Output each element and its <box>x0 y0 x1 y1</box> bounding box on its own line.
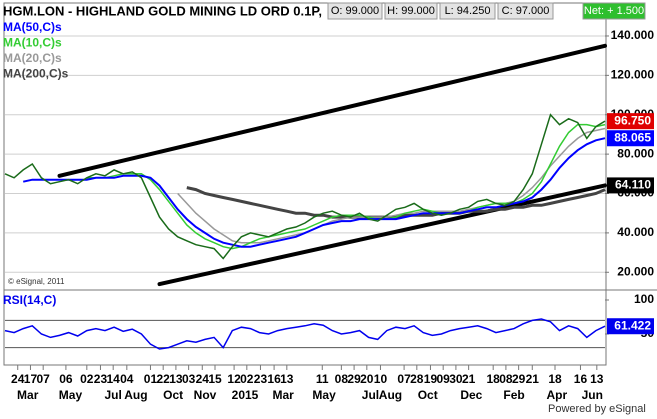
x-tick-label: 12 <box>227 372 241 386</box>
x-tick-label: 06 <box>59 372 73 386</box>
quote-box <box>497 2 554 20</box>
x-tick-label: 10 <box>374 372 388 386</box>
trendline <box>157 183 607 287</box>
x-tick-label: 23 <box>254 372 268 386</box>
quote-text: C: 97.000 <box>502 5 550 17</box>
x-tick-label: 11 <box>316 372 329 386</box>
x-tick-label: 18 <box>487 372 501 386</box>
legend-entry: MA(10,C)s <box>3 36 62 50</box>
value-label-box <box>607 177 654 194</box>
trendline <box>57 43 607 178</box>
x-tick-label: 24 <box>196 372 210 386</box>
panel-title: RSI(14,C) <box>3 293 56 307</box>
y-tick-label: 40.000 <box>617 225 654 239</box>
x-tick-label: 13 <box>280 372 294 386</box>
x-tick-label: 30 <box>449 372 463 386</box>
x-month-label: Jun <box>582 388 603 402</box>
quote-box <box>327 2 383 20</box>
y-tick-label: 120.000 <box>611 68 655 82</box>
x-month-label: Dec <box>460 388 482 402</box>
x-tick-label: 18 <box>548 372 562 386</box>
x-tick-label: 08 <box>499 372 513 386</box>
x-month-label: 2015 <box>232 388 259 402</box>
value-label: 64.110 <box>615 178 651 192</box>
x-tick-label: 16 <box>574 372 588 386</box>
value-label: 61.422 <box>614 318 651 332</box>
value-label-box <box>607 113 654 130</box>
x-tick-label: 19 <box>424 372 438 386</box>
watermark: © eSignal, 2011 <box>8 277 65 286</box>
x-tick-label: 16 <box>267 372 281 386</box>
x-tick-label: 15 <box>208 372 222 386</box>
x-month-label: Nov <box>194 388 217 402</box>
value-label: 88.065 <box>614 130 651 144</box>
x-month-label: Jul <box>362 388 379 402</box>
footer: Powered by eSignal <box>548 403 646 415</box>
x-tick-label: 28 <box>410 372 424 386</box>
quote-box <box>582 2 646 20</box>
x-month-label: May <box>59 388 83 402</box>
value-label-box <box>607 130 654 147</box>
series-line <box>4 318 606 350</box>
x-tick-label: 23 <box>94 372 108 386</box>
x-tick-label: 22 <box>157 372 171 386</box>
quote-text: H: 99.000 <box>387 5 435 17</box>
x-tick-label: 20 <box>360 372 374 386</box>
legend-entry: MA(200,C)s <box>3 67 69 81</box>
x-month-label: Mar <box>17 388 39 402</box>
quote-text: Net: + 1.500 <box>584 5 644 17</box>
x-tick-label: 24 <box>11 372 25 386</box>
x-tick-label: 02 <box>80 372 94 386</box>
x-tick-label: 09 <box>437 372 451 386</box>
x-tick-label: 03 <box>182 372 196 386</box>
x-tick-label: 14 <box>107 372 121 386</box>
x-month-label: Mar <box>273 388 295 402</box>
x-tick-label: 29 <box>512 372 526 386</box>
x-tick-label: 07 <box>397 372 411 386</box>
value-label-box <box>607 318 654 335</box>
quote-text: O: 99.000 <box>331 5 379 17</box>
x-month-label: Aug <box>379 388 402 402</box>
series-line <box>4 113 606 260</box>
x-tick-label: 21 <box>462 372 476 386</box>
quote-text: L: 94.250 <box>445 5 491 17</box>
y-tick-label: 140.000 <box>611 28 655 42</box>
x-tick-label: 02 <box>240 372 254 386</box>
y-tick-label: 100 <box>634 292 654 306</box>
x-tick-label: 08 <box>335 372 349 386</box>
quote-box <box>384 2 438 20</box>
quote-box <box>439 2 496 20</box>
value-label: 96.750 <box>614 113 651 127</box>
y-tick-label: 80.000 <box>617 146 654 160</box>
legend-entry: MA(20,C)s <box>3 51 62 65</box>
x-month-label: Oct <box>418 388 438 402</box>
y-tick-label: 20.000 <box>617 264 654 278</box>
x-tick-label: 29 <box>347 372 361 386</box>
legend-entry: MA(50,C)s <box>3 20 62 34</box>
header-title: HGM.LON - HIGHLAND GOLD MINING LD ORD 0.… <box>3 3 322 18</box>
x-month-label: Oct <box>163 388 183 402</box>
x-month-label: Feb <box>503 388 524 402</box>
x-tick-label: 07 <box>37 372 51 386</box>
x-tick-label: 04 <box>120 372 134 386</box>
x-month-label: Aug <box>124 388 147 402</box>
x-tick-label: 21 <box>526 372 540 386</box>
x-month-label: Apr <box>546 388 567 402</box>
x-tick-label: 13 <box>169 372 183 386</box>
x-tick-label: 13 <box>590 372 604 386</box>
x-tick-label: 01 <box>144 372 158 386</box>
x-month-label: May <box>312 388 336 402</box>
x-tick-label: 17 <box>24 372 38 386</box>
x-month-label: Jul <box>105 388 122 402</box>
